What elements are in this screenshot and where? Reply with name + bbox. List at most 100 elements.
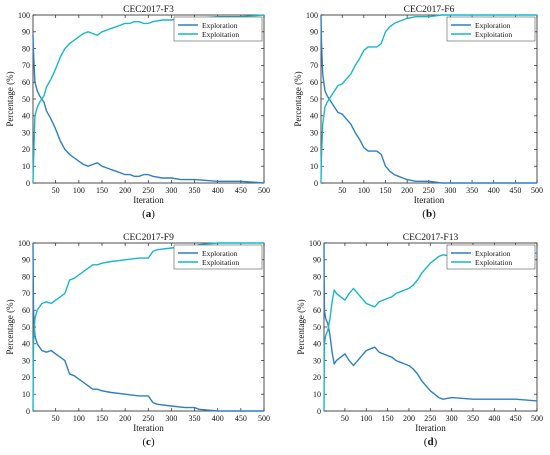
series-line-exploration [320,14,537,184]
x-tick-label: 200 [119,414,131,423]
chart-panel-2: CEC2017-F6 0 10 20 30 40 50 60 70 80 90 100 50 100 150… [293,5,543,220]
legend-label: Exploitation [475,258,512,267]
x-tick-label: 100 [73,414,85,423]
y-axis-label: Percentage (%) [293,71,303,126]
y-tick-label: 30 [310,128,318,137]
panel-caption: (a) [142,208,155,220]
x-tick-label: 100 [73,186,85,195]
y-tick-label: 70 [22,61,30,70]
legend-label: Exploration [475,21,511,30]
panel-caption: (c) [142,436,155,448]
legend-box [173,16,263,42]
y-tick-label: 100 [18,239,30,248]
y-tick-label: 60 [310,78,318,87]
y-tick-label: 80 [310,44,318,53]
y-tick-label: 100 [306,11,318,20]
x-tick-label: 200 [401,186,413,195]
x-axis-label: Iteration [414,195,445,205]
x-tick-label: 450 [509,186,521,195]
x-tick-label: 200 [119,186,131,195]
x-tick-label: 100 [358,186,370,195]
x-tick-label: 300 [444,186,456,195]
y-tick-label: 80 [22,44,30,53]
chart-title: CEC2017-F3 [123,5,174,15]
y-tick-label: 60 [313,306,321,315]
x-tick-label: 300 [165,186,177,195]
y-tick-label: 20 [22,373,30,382]
x-tick-label: 500 [531,186,543,195]
y-tick-label: 30 [313,356,321,365]
chart-panel-1: CEC2017-F3 0 10 20 30 40 50 60 70 80 90 100 50 100 150… [5,5,270,220]
legend-label: Exploitation [202,258,239,267]
x-tick-label: 400 [212,414,224,423]
series-line-exploitation [32,14,265,184]
x-tick-label: 250 [142,186,154,195]
y-tick-label: 90 [313,256,321,265]
y-tick-label: 90 [310,28,318,37]
legend-label: Exploration [202,249,238,258]
x-tick-label: 300 [165,414,177,423]
x-tick-label: 150 [382,414,394,423]
x-tick-label: 150 [379,186,391,195]
y-tick-label: 100 [309,239,321,248]
x-tick-label: 500 [258,414,270,423]
y-tick-label: 30 [22,356,30,365]
series-line-exploitation [320,14,537,184]
x-tick-label: 150 [96,414,108,423]
y-tick-label: 50 [22,323,30,332]
panel-caption: (b) [422,208,436,220]
y-tick-label: 100 [18,11,30,20]
y-tick-label: 30 [22,128,30,137]
chart-title: CEC2017-F13 [403,233,459,243]
y-tick-label: 70 [22,289,30,298]
x-tick-label: 350 [466,186,478,195]
y-tick-label: 10 [22,162,30,171]
x-tick-label: 400 [488,186,500,195]
x-tick-label: 400 [212,186,224,195]
y-tick-label: 0 [26,407,30,416]
legend-label: Exploitation [202,30,239,39]
x-tick-label: 350 [467,414,479,423]
x-tick-label: 350 [189,186,201,195]
y-tick-label: 50 [313,323,321,332]
y-tick-label: 10 [22,390,30,399]
y-tick-label: 70 [310,61,318,70]
x-axis-label: Iteration [415,423,446,433]
legend-label: Exploration [475,249,511,258]
y-tick-label: 0 [317,407,321,416]
x-tick-label: 250 [142,414,154,423]
x-tick-label: 500 [531,414,543,423]
x-tick-label: 100 [360,414,372,423]
x-axis-label: Iteration [133,423,164,433]
y-tick-label: 40 [22,112,30,121]
x-tick-label: 50 [52,186,60,195]
panel-caption: (d) [424,436,438,448]
y-tick-label: 70 [313,289,321,298]
y-tick-label: 80 [22,272,30,281]
y-tick-label: 40 [310,112,318,121]
x-tick-label: 450 [510,414,522,423]
y-tick-label: 50 [310,95,318,104]
x-tick-label: 50 [338,186,346,195]
series-line-exploration [32,242,264,412]
y-tick-label: 0 [26,179,30,188]
y-tick-label: 10 [313,390,321,399]
chart-title: CEC2017-F9 [123,233,174,243]
legend-label: Exploitation [475,30,512,39]
y-tick-label: 90 [22,256,30,265]
x-tick-label: 400 [488,414,500,423]
y-tick-label: 0 [314,179,318,188]
y-axis-label: Percentage (%) [5,299,15,354]
x-tick-label: 450 [235,414,247,423]
x-tick-label: 150 [96,186,108,195]
series-line-exploration [323,242,538,402]
x-tick-label: 250 [423,186,435,195]
chart-panel-4: CEC2017-F13 0 10 20 30 40 50 60 70 80 90 100 50 100 15… [296,233,543,448]
x-tick-label: 200 [403,414,415,423]
series-line-exploitation [323,252,538,412]
y-tick-label: 20 [310,145,318,154]
legend-label: Exploration [202,21,238,30]
legend-box [446,16,536,42]
legend-box [173,244,263,270]
